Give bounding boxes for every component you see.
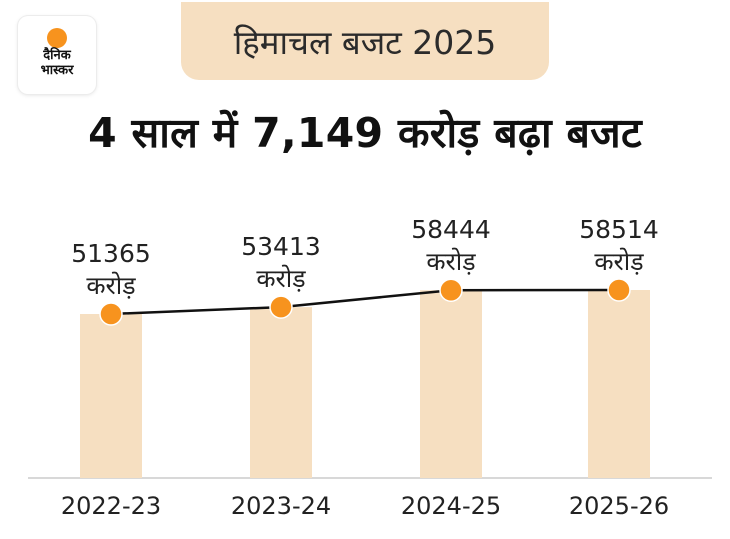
value-label-2022-23: 51365 bbox=[71, 239, 151, 268]
category-label-2023-24: 2023-24 bbox=[231, 492, 331, 520]
category-label-2022-23: 2022-23 bbox=[61, 492, 161, 520]
page-title: हिमाचल बजट 2025 bbox=[233, 22, 497, 62]
value-labels-group: 51365 करोड़ 53413 करोड़ 58444 करोड़ 58514 करोड़ bbox=[71, 215, 659, 300]
trend-line bbox=[110, 288, 620, 316]
bar-2023-24 bbox=[250, 307, 312, 478]
bars-group bbox=[80, 290, 650, 478]
unit-label-2023-24: करोड़ bbox=[256, 264, 306, 293]
data-point-2024-25 bbox=[439, 278, 463, 302]
category-labels-group: 2022-23 2023-24 2024-25 2025-26 bbox=[61, 492, 669, 520]
logo-text-line1: दैनिक bbox=[43, 48, 71, 63]
value-label-2023-24: 53413 bbox=[241, 232, 321, 261]
chart-headline: 4 साल में 7,149 करोड़ बढ़ा बजट bbox=[88, 109, 642, 157]
value-label-2025-26: 58514 bbox=[579, 215, 659, 244]
data-point-2023-24 bbox=[269, 295, 293, 319]
unit-label-2022-23: करोड़ bbox=[86, 271, 136, 300]
bar-2025-26 bbox=[588, 290, 650, 478]
logo-sun-icon bbox=[47, 28, 67, 48]
value-label-2024-25: 58444 bbox=[411, 215, 491, 244]
logo-text-line2: भास्कर bbox=[40, 63, 74, 78]
bar-2022-23 bbox=[80, 314, 142, 478]
data-point-2025-26 bbox=[607, 278, 631, 302]
category-label-2025-26: 2025-26 bbox=[569, 492, 669, 520]
title-banner: हिमाचल बजट 2025 bbox=[181, 2, 549, 80]
logo: दैनिक भास्कर bbox=[18, 16, 96, 94]
unit-label-2024-25: करोड़ bbox=[426, 247, 476, 276]
points-group bbox=[99, 278, 631, 326]
bar-2024-25 bbox=[420, 290, 482, 478]
unit-label-2025-26: करोड़ bbox=[594, 247, 644, 276]
category-label-2024-25: 2024-25 bbox=[401, 492, 501, 520]
data-point-2022-23 bbox=[99, 302, 123, 326]
